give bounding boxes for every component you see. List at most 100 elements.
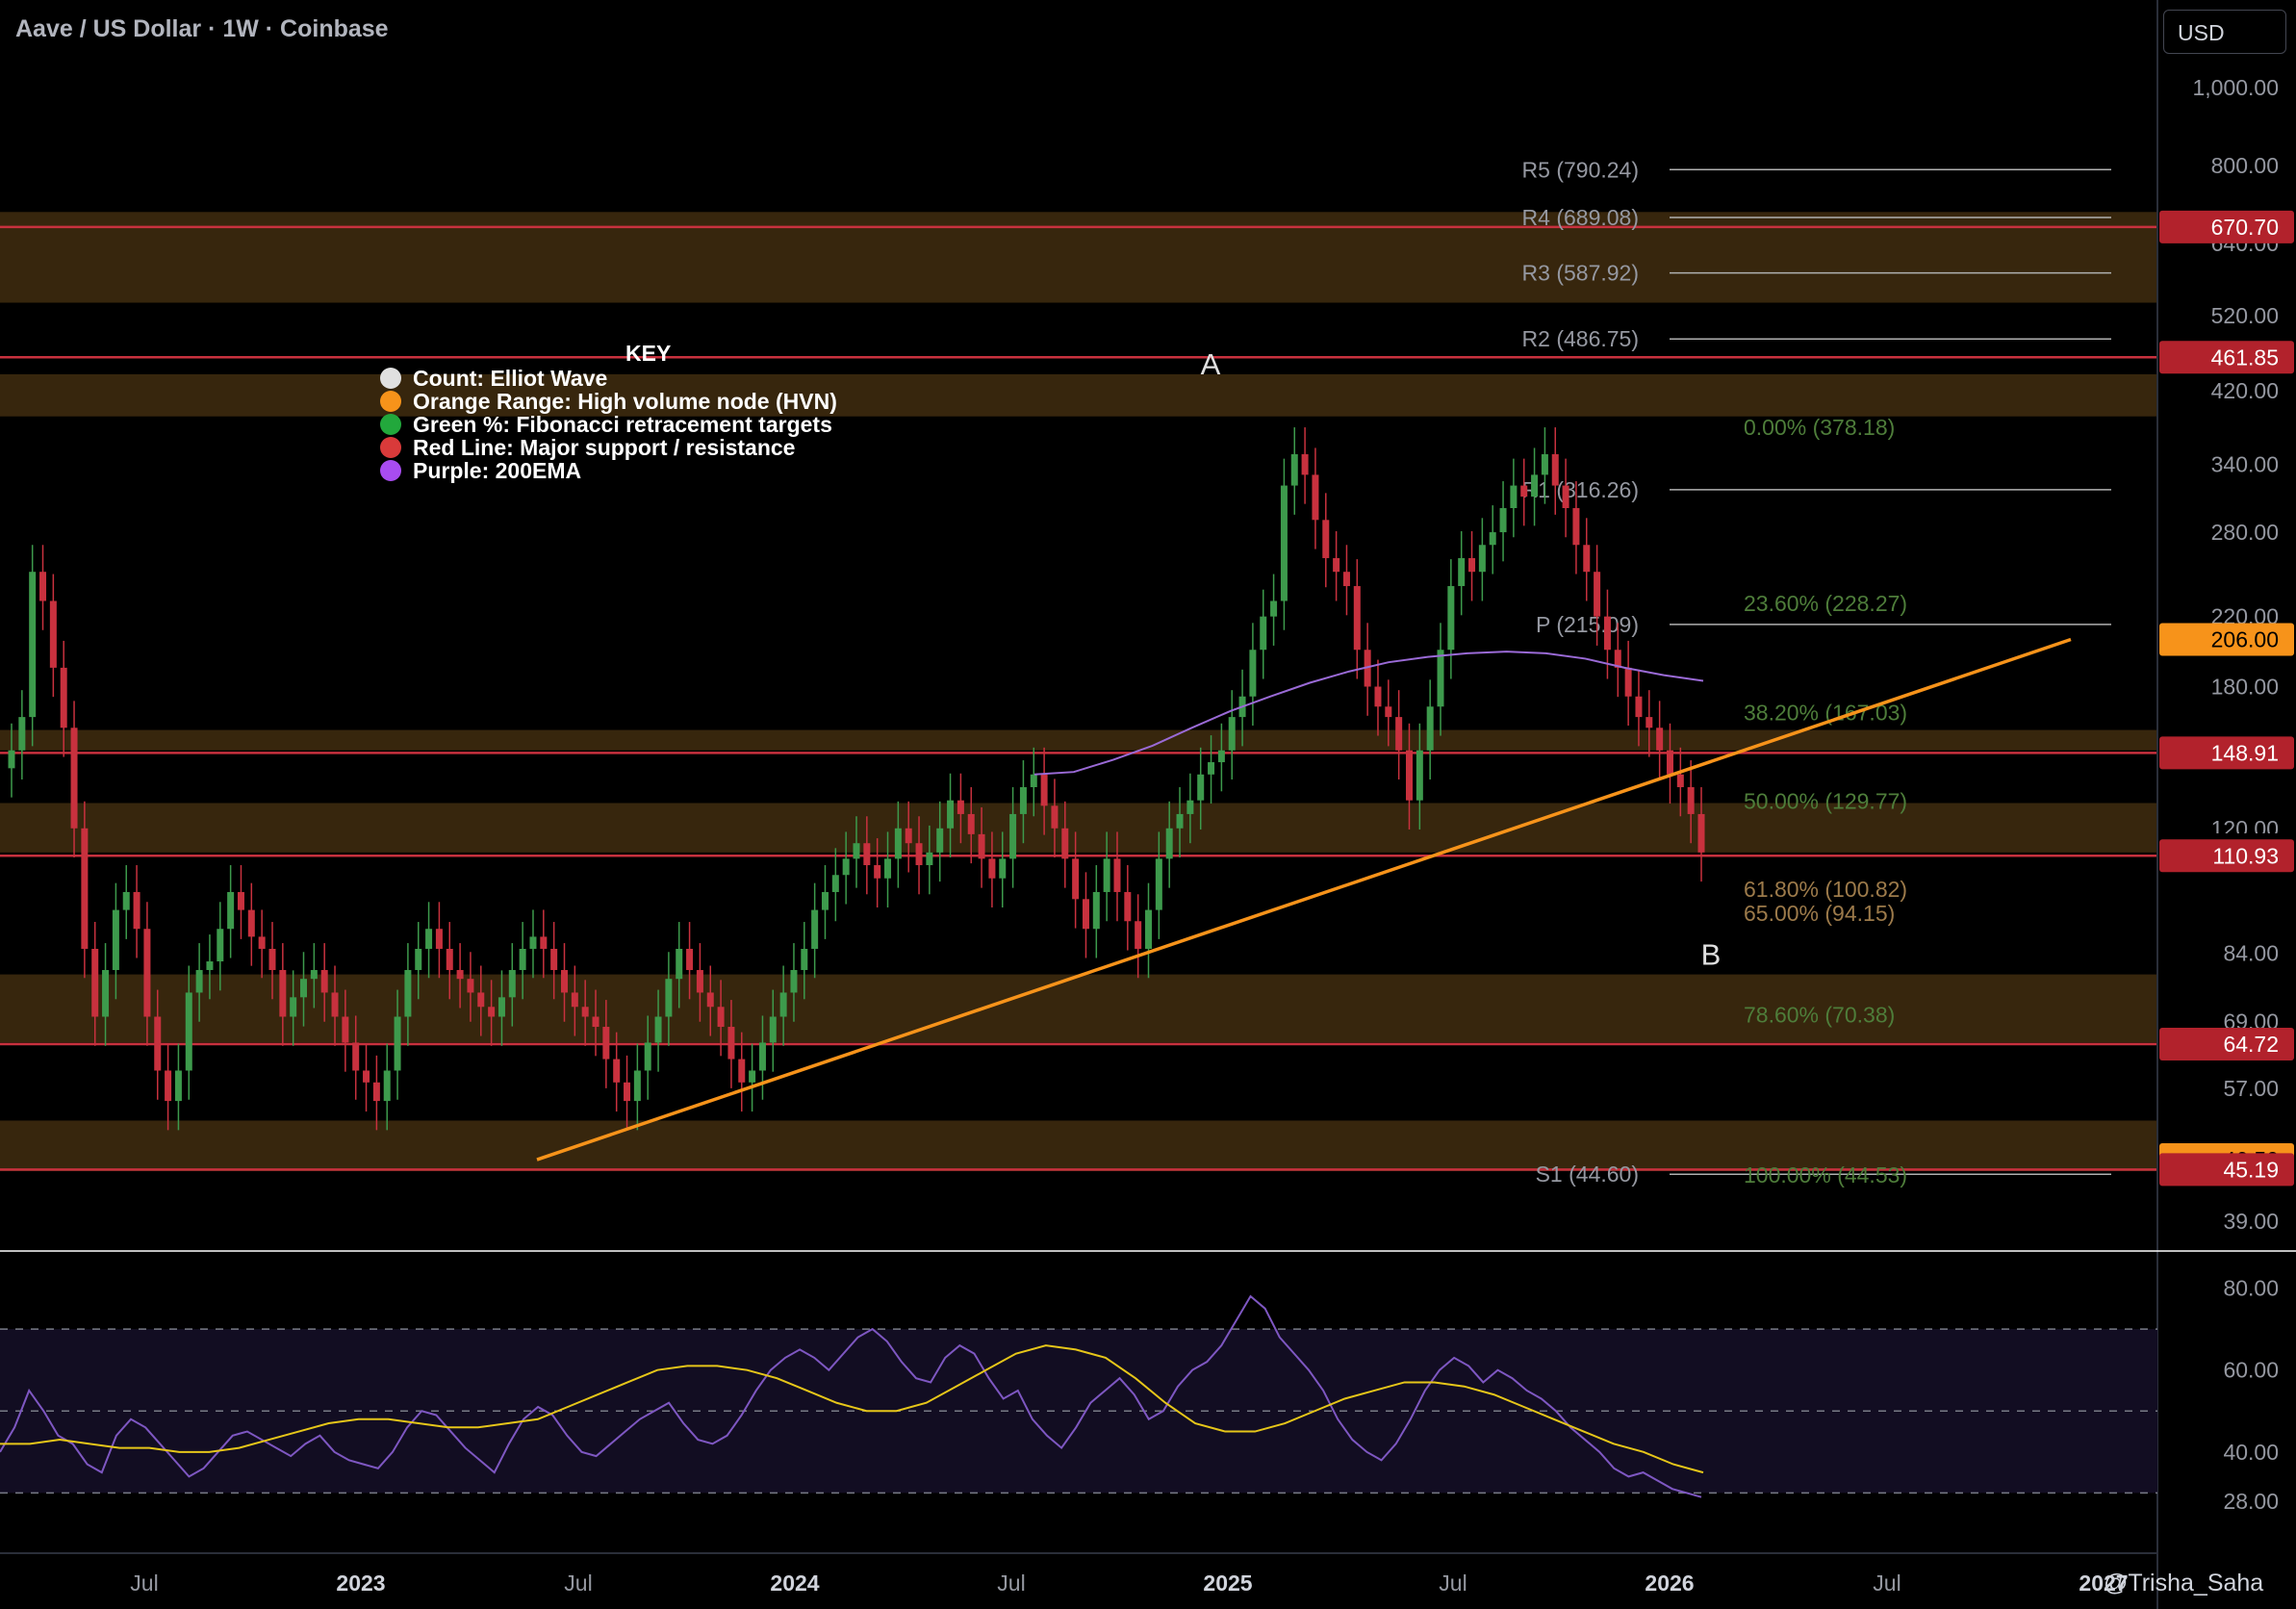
candle-body [1468, 557, 1476, 573]
candle-body [633, 1070, 641, 1102]
white-dot-icon [380, 368, 401, 389]
candle-body [165, 1070, 172, 1102]
price-tick-label: 280.00 [2211, 520, 2279, 545]
rsi-ma-line [0, 1344, 1704, 1474]
candle-body [497, 997, 505, 1017]
candle-body [102, 970, 110, 1017]
candle-body [70, 728, 78, 829]
candle-body [779, 992, 787, 1017]
candle-body [1208, 762, 1215, 775]
candle-body [957, 800, 964, 814]
candle-body [508, 970, 516, 998]
hvn-zone [0, 373, 2157, 417]
candle-body [1186, 800, 1194, 814]
candle-body [112, 909, 119, 971]
candle-body [1562, 485, 1569, 508]
candle-body [863, 843, 871, 866]
candle-body [425, 929, 433, 949]
fib-label: 0.00% (378.18) [1744, 415, 1895, 440]
price-badge-label: 64.72 [2223, 1032, 2279, 1057]
candle-body [81, 828, 89, 949]
candle-body [1040, 774, 1048, 806]
candle-body [1082, 899, 1089, 930]
candle-body [258, 936, 266, 949]
price-badge [2159, 341, 2294, 374]
price-tick-label: 39.00 [2223, 1209, 2279, 1234]
candle-body [383, 1070, 391, 1102]
time-tick-label: Jul [997, 1571, 1025, 1596]
candle-body [1697, 813, 1705, 853]
candle-body [1531, 474, 1539, 498]
candle-body [1541, 454, 1548, 475]
candle-body [18, 717, 26, 751]
candle-body [49, 600, 57, 668]
candle-body [1030, 774, 1037, 787]
candle-body [821, 891, 829, 910]
hvn-zone [0, 729, 2157, 751]
candle-body [696, 970, 703, 993]
candle-body [415, 948, 422, 971]
candle-body [894, 828, 902, 859]
candle-body [217, 929, 224, 962]
pivot-label: P (215.09) [1536, 612, 1639, 637]
candle-body [1635, 696, 1643, 718]
time-tick-label: Jul [1873, 1571, 1901, 1596]
price-tick-label: 1,000.00 [2192, 75, 2279, 100]
candle-body [1176, 813, 1184, 829]
candle-body [1447, 586, 1455, 651]
candle-body [1260, 616, 1267, 651]
candle-body [1312, 474, 1319, 521]
fib-label: 50.00% (129.77) [1744, 788, 1907, 813]
candle-body [1322, 520, 1330, 558]
candle-body [279, 970, 287, 1017]
candle-body [446, 948, 453, 971]
candle-body [1092, 891, 1100, 930]
rsi-tick-label: 40.00 [2223, 1440, 2279, 1465]
candle-body [1656, 728, 1664, 751]
candle-body [60, 667, 67, 728]
currency-selector[interactable]: USD [2163, 10, 2286, 54]
price-tick-label: 800.00 [2211, 153, 2279, 178]
candle-body [988, 858, 996, 879]
candle-body [8, 750, 15, 769]
rsi-line [0, 1294, 1702, 1498]
purple-dot-icon [380, 460, 401, 481]
candle-body [1364, 650, 1371, 687]
pivot-label: R2 (486.75) [1522, 326, 1639, 351]
candle-body [1510, 485, 1518, 508]
price-tick-label: 520.00 [2211, 303, 2279, 328]
candle-body [342, 1016, 349, 1043]
candle-body [905, 828, 912, 844]
candle-body [1051, 805, 1059, 829]
candle-body [1135, 921, 1142, 949]
candle-body [39, 572, 47, 601]
candle-body [686, 948, 694, 971]
candle-body [195, 970, 203, 993]
candle-body [1353, 586, 1361, 651]
candle-body [1603, 616, 1611, 651]
candle-body [842, 858, 850, 876]
candle-body [1395, 717, 1403, 751]
candle-body [926, 852, 933, 866]
candle-body [1124, 891, 1132, 922]
candle-body [1666, 750, 1673, 775]
candle-body [1217, 750, 1225, 763]
wave-label-a: A [1201, 347, 1221, 381]
candle-body [529, 936, 537, 949]
fib-label: 78.60% (70.38) [1744, 1003, 1895, 1028]
time-tick-label: 2023 [336, 1571, 385, 1596]
candle-body [1228, 717, 1236, 751]
price-badge [2159, 1153, 2294, 1187]
candle-body [1113, 858, 1121, 892]
candle-body [915, 843, 923, 866]
time-tick-label: 2026 [1645, 1571, 1694, 1596]
candle-body [978, 833, 985, 859]
candle-body [143, 929, 151, 1017]
candle-body [185, 992, 192, 1071]
candle-body [676, 948, 683, 980]
candle-body [477, 992, 485, 1008]
fib-label: 61.80% (100.82) [1744, 877, 1907, 902]
fib-label: 23.60% (228.27) [1744, 591, 1907, 616]
